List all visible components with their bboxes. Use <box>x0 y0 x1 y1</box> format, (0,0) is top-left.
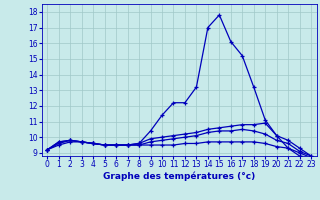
X-axis label: Graphe des températures (°c): Graphe des températures (°c) <box>103 172 255 181</box>
